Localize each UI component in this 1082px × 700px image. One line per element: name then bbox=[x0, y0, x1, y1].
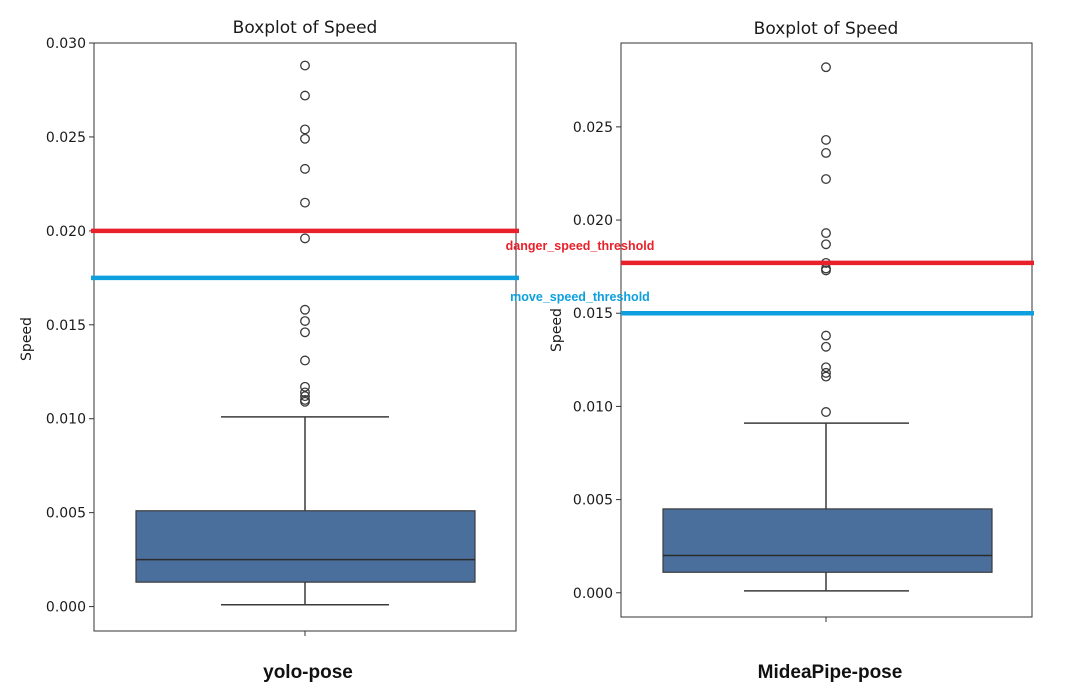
outlier-point bbox=[821, 239, 831, 250]
y-tick-label: 0.005 bbox=[46, 506, 86, 522]
threshold-label: danger_speed_threshold bbox=[506, 239, 655, 253]
outlier-point bbox=[300, 124, 310, 135]
y-tick-label: 0.030 bbox=[46, 36, 86, 52]
outlier-point bbox=[821, 62, 831, 73]
outlier-point bbox=[300, 394, 310, 405]
outlier-point bbox=[300, 355, 310, 366]
y-tick-label: 0.020 bbox=[573, 213, 613, 229]
outlier-point bbox=[300, 327, 310, 338]
y-axis-ticks: 0.000 0.005 0.010 0.015 0.020 0.025 bbox=[573, 120, 621, 602]
outlier-point bbox=[821, 148, 831, 158]
y-tick-label: 0.005 bbox=[573, 493, 613, 509]
y-tick-label: 0.015 bbox=[46, 318, 86, 334]
y-tick-label: 0.010 bbox=[46, 412, 86, 428]
outlier-point bbox=[821, 367, 831, 378]
chart-title: Boxplot of Speed bbox=[233, 18, 378, 38]
model-caption: MideaPipe-pose bbox=[758, 662, 903, 683]
boxplot-chart-yolo-pose: Boxplot of Speed Speed 0.0000.0050.0100.… bbox=[19, 18, 519, 683]
outlier-point bbox=[821, 341, 831, 352]
boxplot-chart-mideapipe-pose: Boxplot of Speed Speed 0.0000.0050.0100.… bbox=[506, 19, 1034, 683]
box bbox=[662, 508, 993, 573]
outlier-point bbox=[821, 174, 831, 184]
outlier-point bbox=[300, 391, 310, 402]
outlier-points bbox=[300, 60, 310, 407]
outlier-point bbox=[300, 60, 310, 71]
outlier-point bbox=[300, 163, 310, 174]
outlier-point bbox=[821, 362, 831, 373]
outlier-point bbox=[821, 134, 831, 145]
outlier-point bbox=[300, 133, 310, 144]
outlier-point bbox=[300, 233, 310, 244]
outlier-point bbox=[300, 381, 310, 392]
iqr-box bbox=[135, 510, 476, 583]
outlier-point bbox=[300, 387, 310, 398]
outlier-point bbox=[821, 371, 831, 382]
outlier-point bbox=[821, 330, 831, 341]
y-axis-label: Speed bbox=[19, 317, 35, 361]
chart-title: Boxplot of Speed bbox=[754, 19, 899, 39]
outlier-point bbox=[821, 407, 831, 417]
y-axis-label: Speed bbox=[549, 308, 565, 352]
y-tick-label: 0.020 bbox=[46, 224, 86, 240]
threshold-lines bbox=[91, 228, 519, 281]
outlier-point bbox=[821, 228, 831, 239]
y-tick-label: 0.010 bbox=[573, 399, 613, 415]
outlier-point bbox=[300, 316, 310, 326]
outlier-point bbox=[300, 197, 310, 208]
y-tick-label: 0.000 bbox=[46, 600, 86, 616]
threshold-label: move_speed_threshold bbox=[510, 290, 650, 304]
whiskers bbox=[221, 416, 389, 606]
y-tick-label: 0.025 bbox=[573, 120, 613, 136]
outlier-point bbox=[300, 90, 310, 101]
threshold-lines: danger_speed_threshold move_speed_thresho… bbox=[506, 239, 1034, 316]
y-tick-label: 0.015 bbox=[573, 306, 613, 322]
box bbox=[135, 510, 476, 583]
y-tick-label: 0.000 bbox=[573, 586, 613, 602]
whiskers bbox=[744, 422, 909, 592]
iqr-box bbox=[662, 508, 993, 573]
model-caption: yolo-pose bbox=[263, 662, 353, 683]
y-tick-label: 0.025 bbox=[46, 130, 86, 146]
outlier-point bbox=[300, 304, 310, 315]
y-axis-ticks: 0.000 0.005 0.010 0.015 0.020 0.025 0.030 bbox=[46, 36, 94, 616]
